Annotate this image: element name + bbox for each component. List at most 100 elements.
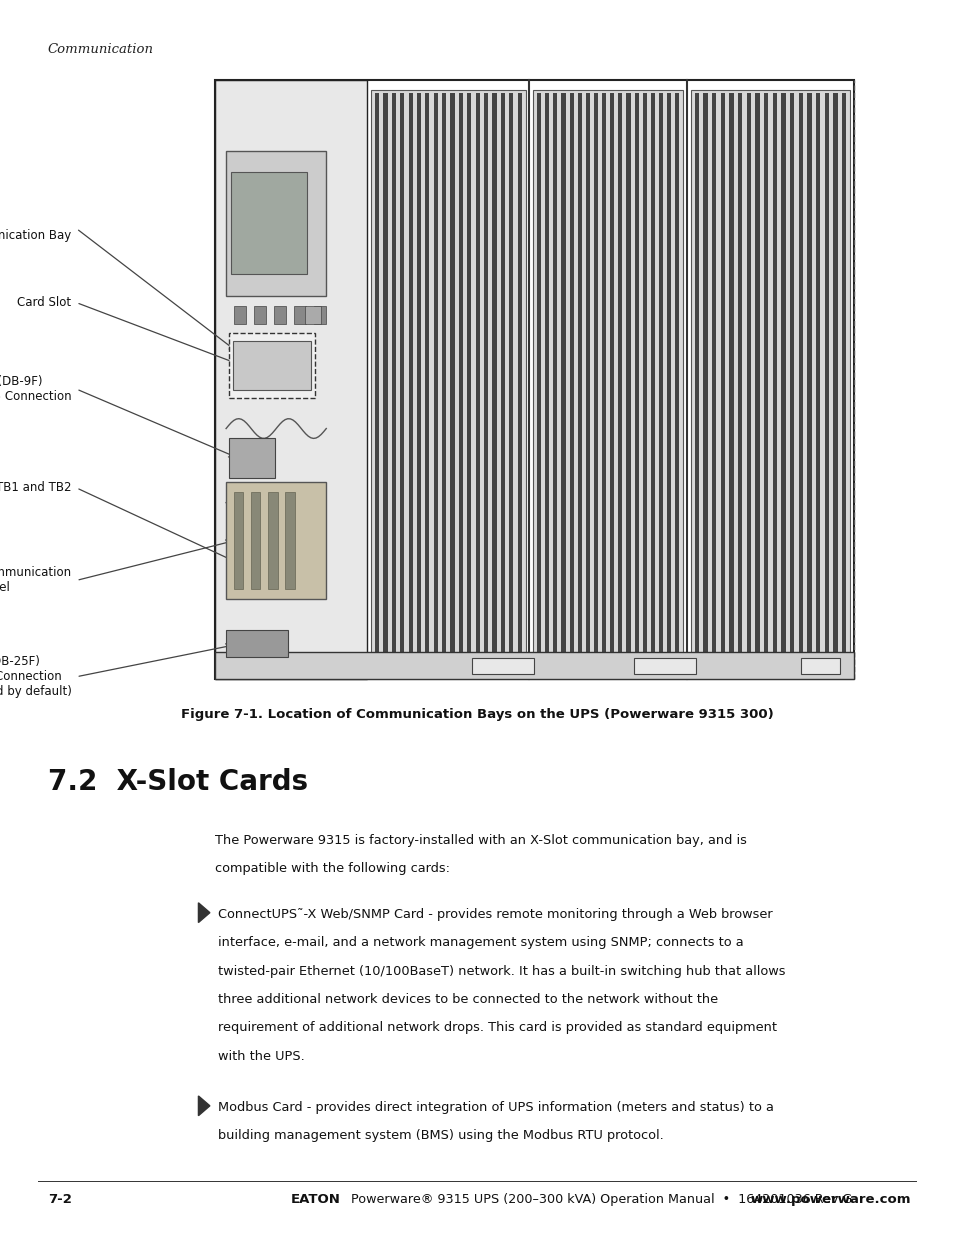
Text: EATON: EATON xyxy=(291,1193,340,1207)
Text: 7.2  X-Slot Cards: 7.2 X-Slot Cards xyxy=(48,768,308,797)
Bar xyxy=(305,306,320,324)
Bar xyxy=(253,306,266,324)
Text: building management system (BMS) using the Modbus RTU protocol.: building management system (BMS) using t… xyxy=(217,1129,662,1142)
Text: 7-2: 7-2 xyxy=(48,1193,71,1207)
Bar xyxy=(392,93,395,667)
Text: Figure 7-1. Location of Communication Bays on the UPS (Powerware 9315 300): Figure 7-1. Location of Communication Ba… xyxy=(180,708,773,721)
Text: TB1 and TB2: TB1 and TB2 xyxy=(0,482,71,494)
Bar xyxy=(533,90,682,669)
Bar xyxy=(545,93,549,667)
Text: requirement of additional network drops. This card is provided as standard equip: requirement of additional network drops.… xyxy=(217,1021,776,1035)
Bar xyxy=(509,93,513,667)
Bar xyxy=(399,93,404,667)
Text: Powerware® 9315 UPS (200–300 kVA) Operation Manual  •  164201036 Rev G: Powerware® 9315 UPS (200–300 kVA) Operat… xyxy=(351,1193,851,1207)
Bar xyxy=(823,93,828,667)
Text: compatible with the following cards:: compatible with the following cards: xyxy=(214,862,449,876)
Bar xyxy=(214,80,367,679)
Bar xyxy=(728,93,733,667)
Bar xyxy=(233,341,311,390)
Bar xyxy=(618,93,621,667)
Bar xyxy=(450,93,455,667)
Bar xyxy=(711,93,716,667)
Bar xyxy=(569,93,573,667)
Bar xyxy=(553,93,557,667)
Bar xyxy=(233,306,246,324)
Bar xyxy=(626,93,630,667)
Bar xyxy=(634,658,696,674)
Text: with the UPS.: with the UPS. xyxy=(217,1050,304,1063)
Bar xyxy=(798,93,802,667)
Bar xyxy=(561,93,565,667)
Bar xyxy=(375,93,378,667)
Bar xyxy=(500,93,504,667)
Bar xyxy=(832,93,837,667)
Bar xyxy=(594,93,598,667)
Bar xyxy=(314,306,326,324)
Bar xyxy=(214,652,853,679)
Bar xyxy=(458,93,462,667)
Text: TB1  TB2: TB1 TB2 xyxy=(237,520,269,526)
Bar xyxy=(371,90,525,669)
Bar xyxy=(578,93,581,667)
Bar xyxy=(789,93,793,667)
Bar xyxy=(642,93,646,667)
Bar xyxy=(434,93,437,667)
Bar xyxy=(675,93,679,667)
Bar xyxy=(737,93,741,667)
Text: Modbus Card - provides direct integration of UPS information (meters and status): Modbus Card - provides direct integratio… xyxy=(217,1100,773,1114)
Bar xyxy=(251,492,260,589)
Bar xyxy=(294,306,306,324)
Polygon shape xyxy=(198,903,210,923)
Bar xyxy=(285,492,294,589)
Bar xyxy=(690,90,849,669)
Text: Port 2 (DB-25F)
RS-232 Connection
(disabled by default): Port 2 (DB-25F) RS-232 Connection (disab… xyxy=(0,656,71,698)
Bar xyxy=(274,306,286,324)
Bar xyxy=(537,93,540,667)
Bar xyxy=(720,93,724,667)
Bar xyxy=(815,93,820,667)
Text: Card Slot: Card Slot xyxy=(17,296,71,309)
Bar xyxy=(214,80,853,679)
Text: www.powerware.com: www.powerware.com xyxy=(750,1193,910,1207)
Bar xyxy=(425,93,429,667)
Bar xyxy=(650,93,654,667)
Bar xyxy=(806,93,811,667)
Bar xyxy=(841,93,845,667)
Text: Communication
Panel: Communication Panel xyxy=(0,567,71,594)
Bar xyxy=(702,93,707,667)
Bar xyxy=(229,537,307,589)
Bar xyxy=(383,93,387,667)
Bar xyxy=(229,333,314,398)
Text: three additional network devices to be connected to the network without the: three additional network devices to be c… xyxy=(217,993,717,1007)
Bar xyxy=(659,93,662,667)
Bar xyxy=(694,93,699,667)
Text: twisted-pair Ethernet (10/100BaseT) network. It has a built-in switching hub tha: twisted-pair Ethernet (10/100BaseT) netw… xyxy=(217,965,784,978)
Bar xyxy=(772,93,776,667)
Text: X-Slot
Communication Bay: X-Slot Communication Bay xyxy=(0,215,71,242)
Bar xyxy=(233,492,243,589)
Bar xyxy=(492,93,497,667)
Bar xyxy=(801,658,839,674)
Bar xyxy=(476,93,479,667)
Bar xyxy=(229,438,274,478)
Text: Communication: Communication xyxy=(48,43,153,57)
Text: interface, e-mail, and a network management system using SNMP; connects to a: interface, e-mail, and a network managem… xyxy=(217,936,742,950)
Bar xyxy=(634,93,638,667)
Bar xyxy=(601,93,605,667)
Bar xyxy=(781,93,784,667)
Bar xyxy=(441,93,446,667)
Bar xyxy=(416,93,420,667)
Bar xyxy=(472,658,534,674)
Bar xyxy=(467,93,471,667)
Bar xyxy=(746,93,750,667)
Bar xyxy=(408,93,413,667)
Polygon shape xyxy=(198,1095,210,1115)
Text: The Powerware 9315 is factory-installed with an X-Slot communication bay, and is: The Powerware 9315 is factory-installed … xyxy=(214,834,746,847)
Text: ConnectUPS˜-X Web/SNMP Card - provides remote monitoring through a Web browser: ConnectUPS˜-X Web/SNMP Card - provides r… xyxy=(217,908,771,921)
Bar xyxy=(755,93,759,667)
Bar xyxy=(666,93,670,667)
Bar xyxy=(226,151,326,296)
Bar xyxy=(268,492,277,589)
Bar xyxy=(231,172,307,274)
Bar xyxy=(763,93,767,667)
